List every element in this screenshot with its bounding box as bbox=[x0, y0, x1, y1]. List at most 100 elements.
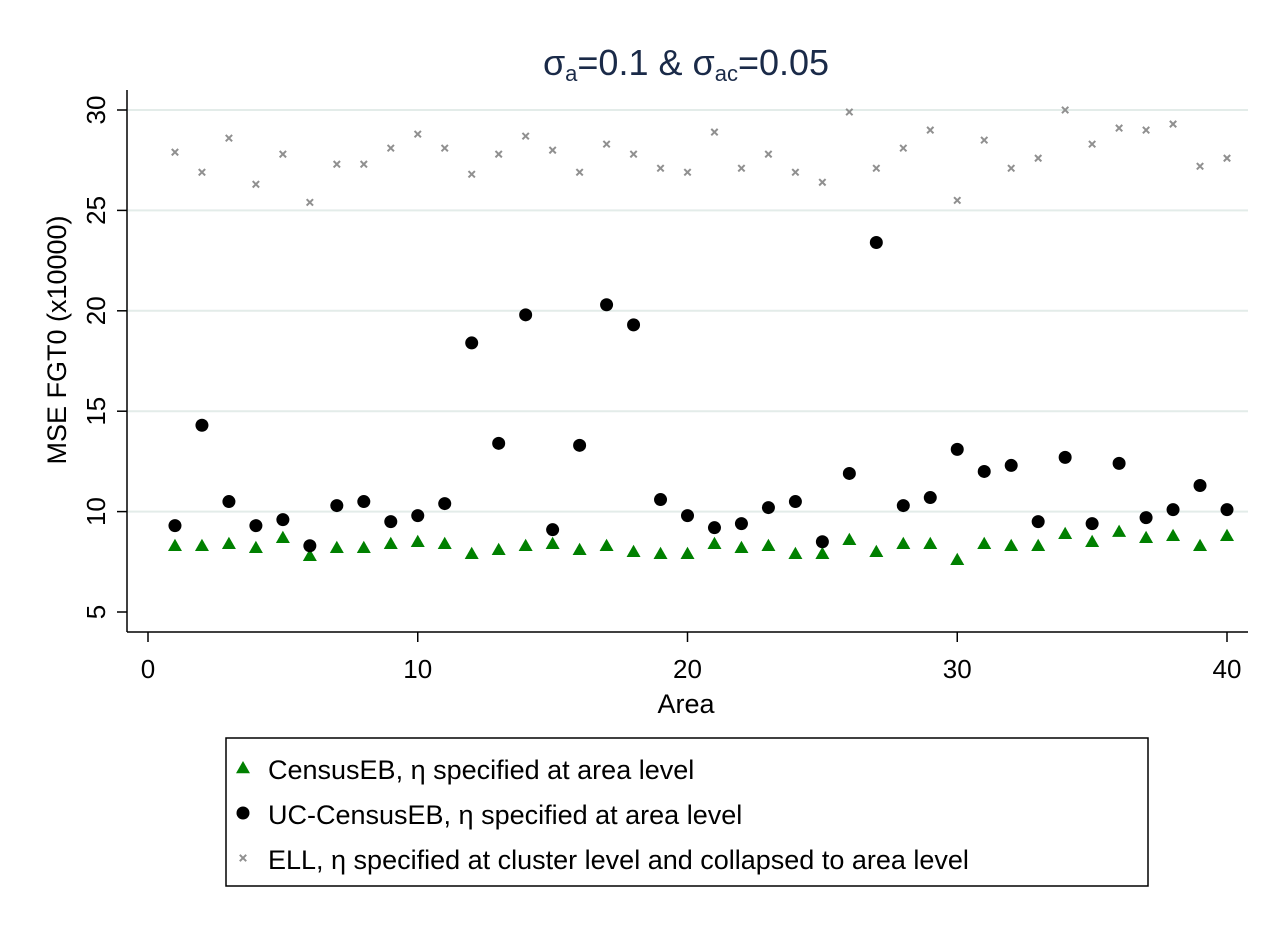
point-triangle-8 bbox=[356, 540, 371, 553]
point-triangle-17 bbox=[599, 538, 614, 551]
point-circle-17 bbox=[600, 298, 614, 312]
y-tick-label-5: 5 bbox=[81, 605, 111, 619]
point-x-4 bbox=[251, 180, 260, 189]
point-circle-32 bbox=[1004, 458, 1018, 472]
point-x-19 bbox=[656, 164, 665, 173]
point-triangle-22 bbox=[734, 540, 749, 553]
point-circle-28 bbox=[896, 499, 910, 513]
point-x-24 bbox=[791, 168, 800, 177]
point-circle-20 bbox=[681, 509, 694, 523]
point-circle-2 bbox=[195, 418, 209, 432]
point-triangle-30 bbox=[950, 552, 965, 566]
point-x-29 bbox=[926, 126, 935, 134]
point-circle-9 bbox=[384, 515, 398, 529]
point-circle-12 bbox=[465, 336, 479, 350]
gridlines bbox=[128, 109, 1248, 513]
point-x-7 bbox=[332, 160, 341, 169]
point-triangle-12 bbox=[464, 546, 479, 560]
point-triangle-1 bbox=[167, 538, 182, 551]
point-x-34 bbox=[1061, 106, 1070, 114]
point-x-21 bbox=[710, 128, 719, 136]
point-circle-30 bbox=[950, 442, 964, 456]
series-x bbox=[171, 106, 1231, 207]
point-circle-19 bbox=[654, 493, 668, 507]
point-circle-29 bbox=[923, 491, 937, 505]
point-triangle-26 bbox=[842, 532, 857, 545]
point-circle-23 bbox=[761, 501, 775, 515]
y-axis-title: MSE FGT0 (x10000) bbox=[42, 215, 72, 464]
point-circle-36 bbox=[1112, 456, 1126, 470]
point-x-11 bbox=[440, 144, 449, 153]
point-x-39 bbox=[1196, 162, 1204, 171]
point-triangle-40 bbox=[1220, 528, 1234, 541]
point-circle-27 bbox=[869, 236, 883, 250]
point-x-12 bbox=[467, 170, 476, 179]
point-triangle-35 bbox=[1085, 534, 1100, 547]
legend-marker-triangle bbox=[236, 761, 250, 774]
point-x-9 bbox=[386, 144, 395, 153]
y-axis-ticks: 5 10 15 20 25 30 bbox=[81, 96, 127, 619]
point-triangle-5 bbox=[275, 530, 290, 543]
point-triangle-14 bbox=[518, 538, 533, 551]
point-x-27 bbox=[872, 164, 881, 173]
point-x-23 bbox=[764, 150, 773, 159]
point-triangle-21 bbox=[707, 536, 722, 549]
point-triangle-34 bbox=[1058, 526, 1073, 539]
x-tick-label-10: 10 bbox=[403, 654, 432, 684]
point-x-25 bbox=[818, 178, 827, 187]
point-circle-1 bbox=[168, 519, 182, 533]
legend: CensusEB, η specified at area level UC-Ce… bbox=[225, 737, 1149, 887]
point-x-1 bbox=[171, 148, 179, 157]
y-tick-label-20: 20 bbox=[81, 296, 111, 325]
point-circle-37 bbox=[1139, 511, 1153, 525]
y-tick-label-10: 10 bbox=[81, 497, 111, 526]
point-x-28 bbox=[899, 144, 908, 153]
point-x-18 bbox=[629, 150, 638, 159]
point-triangle-9 bbox=[383, 536, 398, 549]
point-circle-34 bbox=[1058, 450, 1072, 464]
point-triangle-27 bbox=[869, 544, 884, 558]
point-triangle-13 bbox=[491, 542, 506, 556]
point-triangle-20 bbox=[680, 546, 695, 560]
point-x-15 bbox=[548, 146, 557, 155]
point-x-2 bbox=[198, 168, 206, 177]
point-x-16 bbox=[575, 168, 584, 177]
point-triangle-19 bbox=[653, 546, 668, 560]
point-x-30 bbox=[953, 196, 962, 205]
point-x-37 bbox=[1142, 126, 1150, 134]
point-triangle-29 bbox=[923, 536, 938, 549]
series-triangle bbox=[167, 524, 1234, 566]
point-triangle-39 bbox=[1193, 538, 1208, 551]
point-triangle-4 bbox=[248, 540, 263, 553]
point-triangle-25 bbox=[815, 546, 830, 560]
legend-label-triangle: CensusEB, η specified at area level bbox=[268, 755, 694, 785]
point-circle-22 bbox=[734, 517, 748, 531]
point-circle-16 bbox=[573, 438, 587, 452]
point-triangle-38 bbox=[1166, 528, 1181, 541]
point-circle-4 bbox=[249, 519, 263, 533]
point-x-38 bbox=[1169, 120, 1177, 128]
point-circle-25 bbox=[815, 535, 829, 549]
point-circle-24 bbox=[788, 495, 802, 509]
point-x-13 bbox=[494, 150, 503, 159]
x-tick-label-40: 40 bbox=[1213, 654, 1242, 684]
legend-marker-x bbox=[239, 854, 247, 862]
point-triangle-7 bbox=[329, 540, 344, 553]
point-circle-15 bbox=[546, 523, 560, 537]
point-x-40 bbox=[1223, 154, 1231, 163]
point-x-5 bbox=[278, 150, 287, 159]
point-x-8 bbox=[359, 160, 368, 169]
point-triangle-36 bbox=[1112, 524, 1127, 537]
point-circle-5 bbox=[276, 513, 290, 527]
point-triangle-33 bbox=[1031, 538, 1046, 551]
point-circle-33 bbox=[1031, 515, 1045, 529]
point-triangle-28 bbox=[896, 536, 911, 549]
y-tick-label-25: 25 bbox=[81, 196, 111, 225]
x-tick-label-0: 0 bbox=[141, 654, 155, 684]
point-x-22 bbox=[737, 164, 746, 173]
point-triangle-18 bbox=[626, 544, 641, 558]
point-x-17 bbox=[602, 140, 611, 149]
legend-box bbox=[225, 737, 1149, 887]
point-circle-39 bbox=[1193, 478, 1207, 492]
